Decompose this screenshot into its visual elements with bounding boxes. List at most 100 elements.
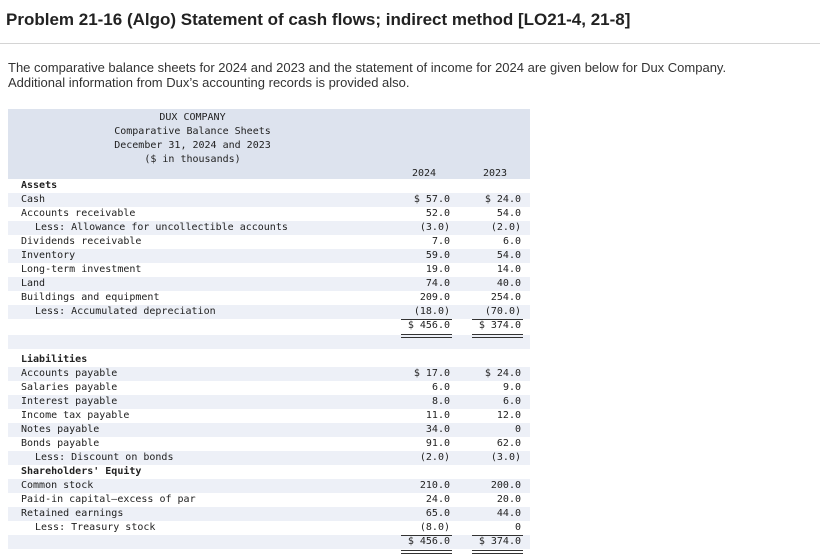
row-label: Less: Allowance for uncollectible accoun… [35,222,288,233]
row-label: Long-term investment [21,264,142,275]
row-band [8,335,530,349]
value-2024: 6.0 [431,382,450,393]
row-band [8,221,530,235]
value-2024: 11.0 [425,410,450,421]
row-label: Less: Accumulated depreciation [35,306,216,317]
row-band [8,249,530,263]
row-band [8,479,530,493]
value-2023: 0 [514,424,521,435]
row-band [8,507,530,521]
value-2023: 9.0 [502,382,521,393]
value-2023: 14.0 [496,264,521,275]
value-2024: (2.0) [419,452,450,463]
value-2024: (3.0) [419,222,450,233]
column-header-2024: 2024 [411,168,437,179]
row-band [8,193,530,207]
value-2024: 74.0 [425,278,450,289]
value-2024: 91.0 [425,438,450,449]
statement-date: December 31, 2024 and 2023 [114,140,271,151]
value-2024: 52.0 [425,208,450,219]
value-2023: 12.0 [496,410,521,421]
problem-intro: The comparative balance sheets for 2024 … [8,60,818,90]
total-double-underline [401,550,452,554]
title-divider [0,43,820,44]
row-band [8,305,530,319]
value-2023: $ 24.0 [484,194,521,205]
value-2023: 254.0 [490,292,521,303]
row-label: Buildings and equipment [21,292,160,303]
intro-line: The comparative balance sheets for 2024 … [8,60,727,75]
value-2023: 62.0 [496,438,521,449]
value-2024: 19.0 [425,264,450,275]
statement-title-block: DUX COMPANY Comparative Balance Sheets D… [8,111,377,167]
row-label: Bonds payable [21,438,100,449]
row-label: Less: Treasury stock [35,522,156,533]
value-2024: 34.0 [425,424,450,435]
value-2024: 65.0 [425,508,450,519]
row-band [8,367,530,381]
value-2023: (70.0) [484,306,521,317]
row-band [8,277,530,291]
row-label: Land [21,278,46,289]
column-header-2023: 2023 [482,168,508,179]
value-2024: (18.0) [413,306,450,317]
row-label: Cash [21,194,46,205]
value-2024: 24.0 [425,494,450,505]
row-band [8,395,530,409]
subtotal-underline [401,535,452,536]
value-2023: 6.0 [502,236,521,247]
intro-line: Additional information from Dux’s accoun… [8,75,410,90]
value-2024: 59.0 [425,250,450,261]
row-label: Accounts receivable [21,208,136,219]
total-double-underline [401,334,452,338]
value-2023: 44.0 [496,508,521,519]
value-2023: (3.0) [490,452,521,463]
section-heading: Liabilities [21,354,88,365]
value-2024: 7.0 [431,236,450,247]
statement-header [8,109,530,179]
subtotal-underline [472,535,523,536]
value-2023: $ 374.0 [478,320,521,331]
value-2023: 200.0 [490,480,521,491]
row-label: Less: Discount on bonds [35,452,174,463]
value-2023: 54.0 [496,250,521,261]
total-double-underline [472,550,523,554]
subtotal-underline [472,319,523,320]
page-title: Problem 21-16 (Algo) Statement of cash f… [6,10,631,29]
row-label: Interest payable [21,396,118,407]
value-2024: (8.0) [419,522,450,533]
value-2023: 20.0 [496,494,521,505]
value-2023: 6.0 [502,396,521,407]
row-band [8,535,530,549]
value-2024: $ 456.0 [407,536,450,547]
row-label: Paid-in capital—excess of par [21,494,196,505]
value-2024: 209.0 [419,292,450,303]
company-name: DUX COMPANY [159,112,226,123]
row-label: Notes payable [21,424,100,435]
row-label: Income tax payable [21,410,130,421]
value-2024: $ 456.0 [407,320,450,331]
value-2024: $ 17.0 [413,368,450,379]
total-double-underline [472,334,523,338]
row-band [8,423,530,437]
statement-units: ($ in thousands) [144,154,241,165]
value-2024: 210.0 [419,480,450,491]
row-label: Retained earnings [21,508,124,519]
value-2023: 0 [514,522,521,533]
section-heading: Assets [21,180,58,191]
value-2023: (2.0) [490,222,521,233]
subtotal-underline [401,319,452,320]
row-label: Inventory [21,250,76,261]
value-2024: $ 57.0 [413,194,450,205]
row-label: Common stock [21,480,94,491]
value-2023: $ 374.0 [478,536,521,547]
row-band [8,451,530,465]
statement-name: Comparative Balance Sheets [114,126,271,137]
row-label: Dividends receivable [21,236,142,247]
value-2024: 8.0 [431,396,450,407]
value-2023: 54.0 [496,208,521,219]
value-2023: $ 24.0 [484,368,521,379]
row-label: Salaries payable [21,382,118,393]
section-heading: Shareholders' Equity [21,466,142,477]
row-label: Accounts payable [21,368,118,379]
